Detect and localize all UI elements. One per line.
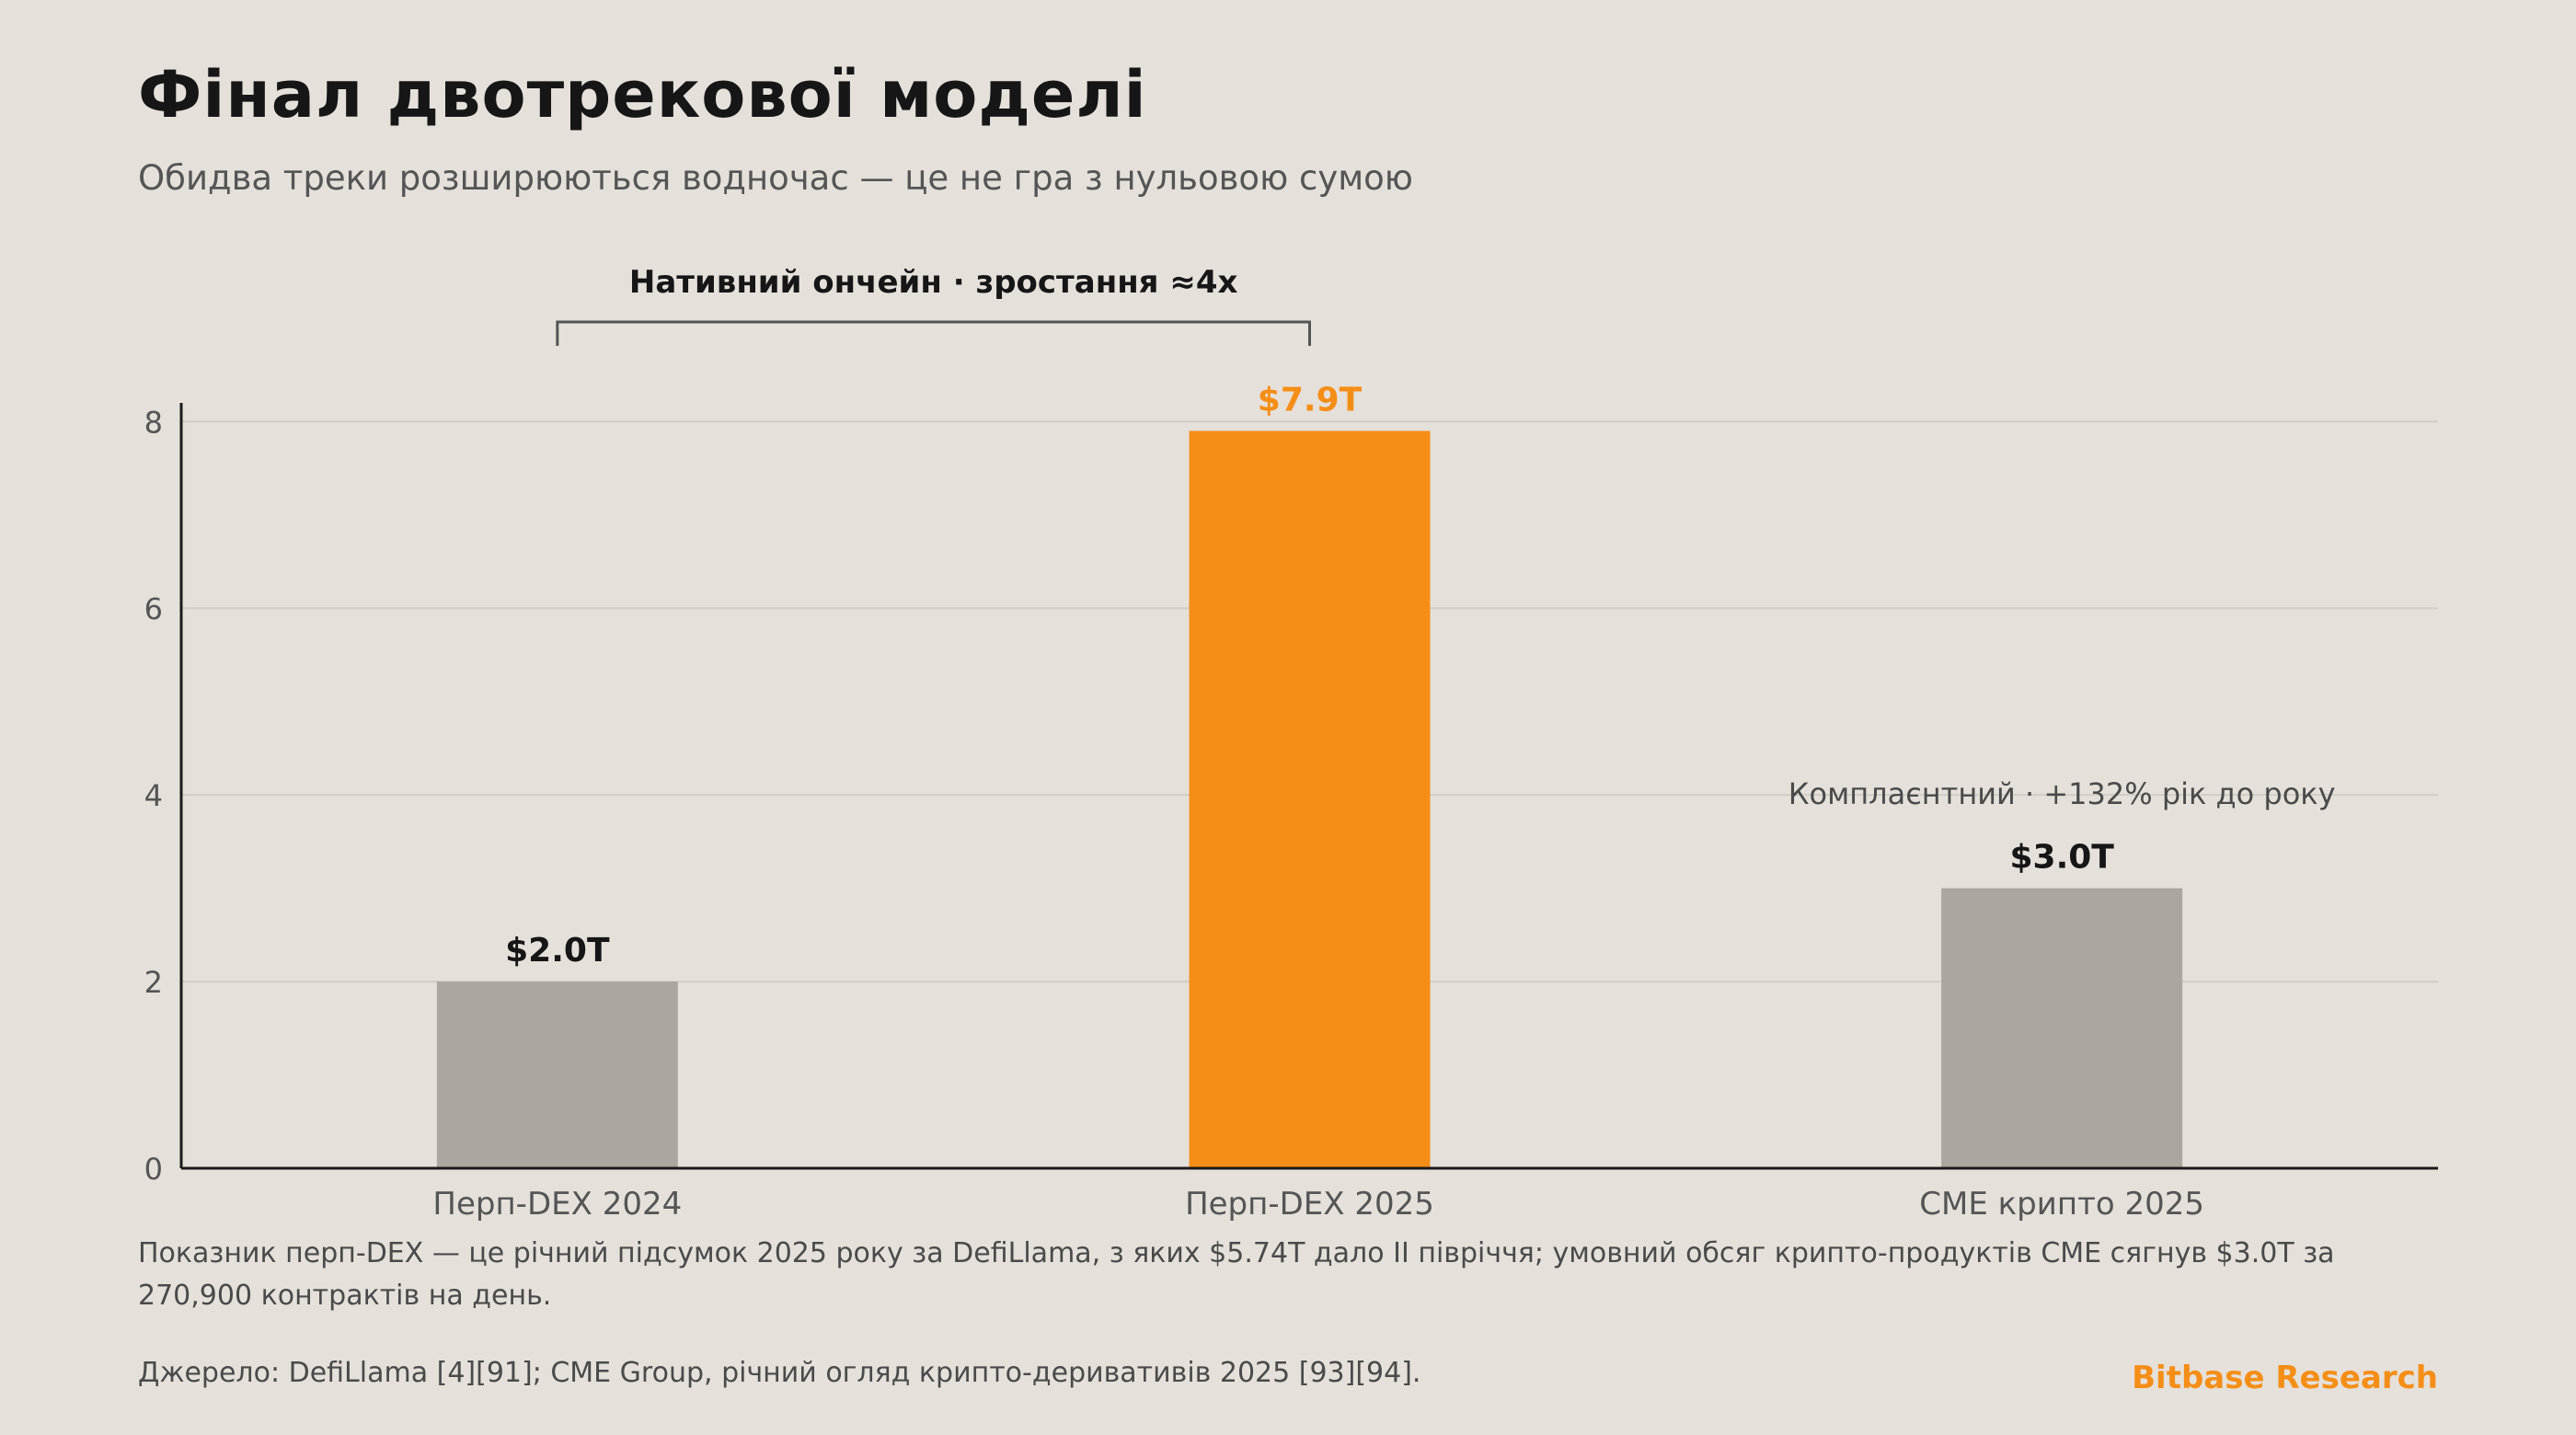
page-subtitle: Обидва треки розширюються водночас — це … xyxy=(138,158,1413,198)
y-tick-label: 2 xyxy=(144,965,163,1000)
y-tick-label: 0 xyxy=(144,1152,163,1187)
x-axis-ticks: Перп-DEX 2024 Перп-DEX 2025 CME крипто 202… xyxy=(432,1186,2204,1223)
brand-logo-text: Bitbase Research xyxy=(2132,1360,2438,1396)
x-tick-label: Перп-DEX 2024 xyxy=(432,1186,682,1223)
bracket-line xyxy=(556,320,1311,346)
bracket-label: Нативний ончейн · зростання ≈4x xyxy=(629,264,1238,301)
bar-value-label: $2.0T xyxy=(505,932,610,970)
x-tick-label: Перп-DEX 2025 xyxy=(1185,1186,1434,1223)
source-line: Джерело: DefiLlama [4][91]; CME Group, р… xyxy=(138,1357,1421,1389)
footnote: Показник перп-DEX — це річний підсумок 2… xyxy=(138,1237,2335,1312)
bar-value-labels: $2.0T $7.9T $3.0T xyxy=(505,381,2114,970)
growth-bracket: Нативний ончейн · зростання ≈4x xyxy=(556,264,1311,346)
page-title: Фінал двотрекової моделі xyxy=(138,57,1147,132)
bars xyxy=(436,430,2183,1168)
x-tick-label: CME крипто 2025 xyxy=(1919,1186,2204,1223)
bar-2 xyxy=(1189,430,1431,1168)
bar-value-label: $3.0T xyxy=(2009,839,2114,877)
y-tick-label: 6 xyxy=(144,591,163,626)
y-tick-label: 4 xyxy=(144,778,163,813)
bar-1 xyxy=(436,982,678,1168)
bar-3 xyxy=(1941,888,2183,1168)
cme-annotation: Комплаєнтний · +132% рік до року xyxy=(1788,776,2336,811)
bar-value-label: $7.9T xyxy=(1258,381,1363,419)
y-tick-label: 8 xyxy=(144,405,163,440)
y-axis-ticks: 0 2 4 6 8 xyxy=(144,405,163,1187)
